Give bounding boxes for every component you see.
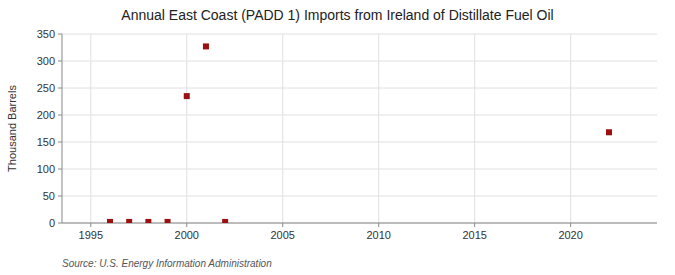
x-tick <box>186 223 187 227</box>
source: Source: U.S. Energy Information Administ… <box>62 258 272 269</box>
chart: 1995 2000 2005 2010 2015 2020 0 50 100 150 200 250 3… <box>0 0 675 275</box>
x-tick <box>282 223 283 227</box>
grid-line-y <box>62 169 657 170</box>
point <box>145 219 151 223</box>
x-tick-label: 2000 <box>175 229 199 241</box>
y-tick <box>58 34 62 35</box>
point <box>165 219 171 223</box>
grid-line-x <box>378 34 379 223</box>
point <box>606 129 612 135</box>
y-tick-label: 50 <box>43 190 55 202</box>
title: Annual East Coast (PADD 1) Imports from … <box>121 7 553 23</box>
y-tick-label: 150 <box>37 136 55 148</box>
y-tick-label: 100 <box>37 163 55 175</box>
x-tick-label: 2005 <box>270 229 294 241</box>
point <box>203 43 209 49</box>
y-tick-label: 0 <box>49 217 55 229</box>
y-tick <box>58 142 62 143</box>
y-tick <box>58 115 62 116</box>
grid-line-x <box>474 34 475 223</box>
chart-container: 1995 2000 2005 2010 2015 2020 0 50 100 150 200 250 3… <box>0 0 675 275</box>
y-tick <box>58 88 62 89</box>
point <box>222 219 228 223</box>
grid-line-y <box>62 142 657 143</box>
y-tick-label: 200 <box>37 109 55 121</box>
x-tick-label: 2010 <box>366 229 390 241</box>
grid-line-y <box>62 61 657 62</box>
grid-line-x <box>282 34 283 223</box>
grid-line-x <box>90 34 91 223</box>
x-tick-label: 2015 <box>462 229 486 241</box>
y-tick-label: 300 <box>37 55 55 67</box>
x-tick <box>90 223 91 227</box>
page: {"chart_data": {"type": "scatter", "titl… <box>0 0 675 275</box>
x-tick <box>378 223 379 227</box>
x-tick-label: 2020 <box>558 229 582 241</box>
grid-line-y <box>62 34 657 35</box>
points <box>107 43 612 223</box>
x-tick-label: 1995 <box>79 229 103 241</box>
y-axis-line <box>62 34 63 223</box>
y-tick-label: 350 <box>37 28 55 40</box>
y-tick-label: 250 <box>37 82 55 94</box>
grid <box>62 34 657 223</box>
y-axis-label: Thousand Barrels <box>6 85 18 172</box>
axes: 1995 2000 2005 2010 2015 2020 0 50 100 150 200 250 3… <box>37 28 657 241</box>
grid-line-x <box>570 34 571 223</box>
y-tick <box>58 196 62 197</box>
x-tick <box>570 223 571 227</box>
y-tick <box>58 169 62 170</box>
grid-line-y <box>62 115 657 116</box>
y-tick <box>58 223 62 224</box>
grid-line-x <box>186 34 187 223</box>
point <box>126 219 132 223</box>
point <box>184 93 190 99</box>
grid-line-y <box>62 88 657 89</box>
grid-line-y <box>62 196 657 197</box>
point <box>107 219 113 223</box>
y-tick <box>58 61 62 62</box>
x-tick <box>474 223 475 227</box>
